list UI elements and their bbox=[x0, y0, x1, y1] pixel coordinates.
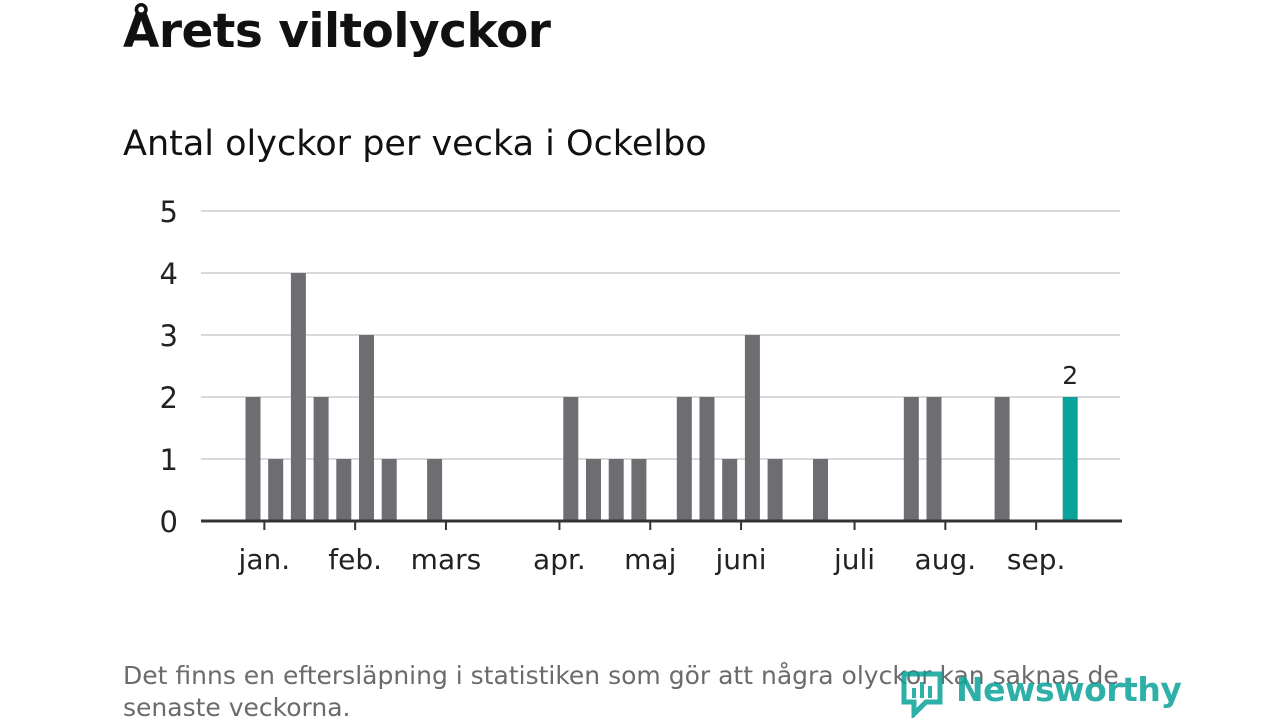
y-tick-label: 2 bbox=[160, 381, 178, 415]
footnote: Det finns en eftersläpning i statistiken… bbox=[123, 661, 1119, 722]
bar bbox=[313, 397, 329, 521]
data-label: 2 bbox=[1062, 361, 1078, 390]
bar bbox=[268, 459, 284, 521]
chart-title: Årets viltolyckor bbox=[123, 4, 551, 59]
bar bbox=[813, 459, 828, 521]
bar bbox=[381, 459, 397, 521]
bar bbox=[359, 335, 374, 521]
bar bbox=[631, 459, 647, 521]
bar bbox=[245, 397, 261, 521]
bar bbox=[699, 397, 715, 521]
newsworthy-logo-text: Newsworthy bbox=[956, 670, 1182, 709]
chart-subtitle: Antal olyckor per vecka i Ockelbo bbox=[123, 124, 707, 164]
x-tick-label: maj bbox=[624, 543, 676, 576]
bar-chart: 0 1 2 3 4 5 2 jan. feb. mars apr. maj juni juli aug. se… bbox=[160, 195, 1122, 576]
x-tick-label: apr. bbox=[533, 543, 586, 576]
bar bbox=[290, 273, 306, 521]
bar bbox=[994, 397, 1010, 521]
bar-highlight bbox=[1062, 397, 1078, 521]
bar bbox=[563, 397, 579, 521]
x-tick-label: feb. bbox=[328, 543, 382, 576]
newsworthy-logo: Newsworthy bbox=[900, 668, 1182, 721]
y-tick-label: 0 bbox=[160, 505, 178, 539]
bar bbox=[427, 459, 443, 521]
bar bbox=[722, 459, 738, 521]
bar bbox=[608, 459, 624, 521]
x-tick-label: aug. bbox=[915, 543, 977, 576]
y-tick-label: 3 bbox=[160, 319, 178, 353]
y-tick-label: 4 bbox=[160, 257, 178, 291]
bar bbox=[744, 335, 760, 521]
bar bbox=[336, 459, 352, 521]
x-tick-label: jan. bbox=[238, 543, 291, 576]
bar bbox=[903, 397, 919, 521]
x-tick-label: sep. bbox=[1007, 543, 1066, 576]
newsworthy-logo-icon bbox=[901, 671, 943, 721]
y-tick-label: 1 bbox=[160, 443, 178, 477]
bar bbox=[767, 459, 783, 521]
bar bbox=[676, 397, 692, 521]
y-tick-label: 5 bbox=[160, 195, 178, 229]
bar bbox=[926, 397, 942, 521]
x-tick-label: juni bbox=[715, 543, 767, 576]
bar bbox=[586, 459, 601, 521]
x-tick-label: mars bbox=[411, 543, 482, 576]
x-tick-label: juli bbox=[833, 543, 875, 576]
